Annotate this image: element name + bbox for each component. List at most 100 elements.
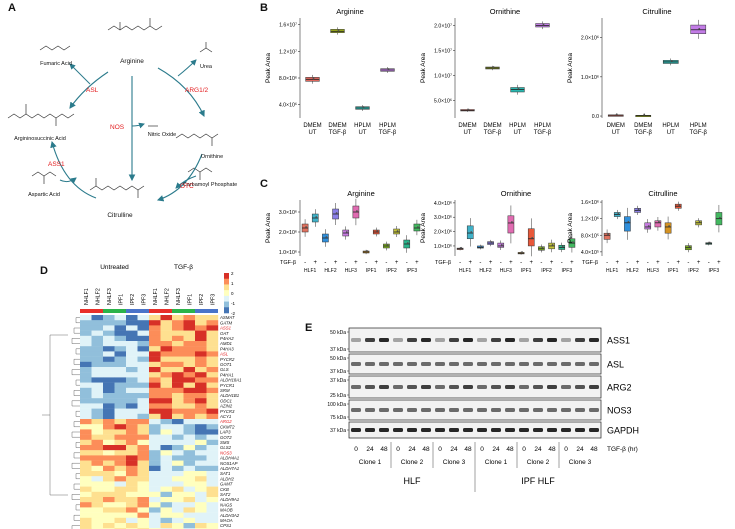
group-label: HLF3: [500, 268, 512, 274]
heatmap-cell: [103, 481, 115, 487]
protein-label: ARG2: [607, 383, 632, 393]
protein-band: [463, 428, 473, 432]
legend-swatch: [224, 290, 229, 297]
column-label: IPF3: [141, 294, 147, 305]
protein-band: [449, 338, 459, 342]
heatmap-cell: [172, 403, 184, 409]
column-label: IPF2: [130, 294, 136, 305]
heatmap-cell: [103, 320, 115, 326]
heatmap-cell: [160, 450, 173, 456]
data-point: [615, 113, 618, 116]
gene-label: PYCR3: [220, 409, 235, 414]
dendrogram-branch: [73, 327, 80, 334]
western-blot: 50 kDa 37 kDa ASS1 50 kDa 37 kDa ASL 37 kDa 25 …: [327, 327, 639, 492]
y-tick-label: 2.0×10⁶: [434, 230, 452, 236]
heatmap-cell: [126, 346, 138, 352]
heatmap-cell: [206, 507, 219, 513]
heatmap-cell: [172, 455, 184, 461]
data-point: [541, 246, 544, 249]
heatmap-cell: [91, 497, 104, 503]
column-group-bar: [103, 309, 115, 313]
heatmap-cell: [160, 335, 173, 342]
protein-band: [365, 362, 375, 366]
heatmap-cell: [160, 361, 173, 368]
heatmap-cell: [91, 419, 104, 425]
group-hlf: HLF: [403, 476, 421, 486]
group-label: IPF1: [366, 268, 377, 274]
protein-band: [533, 408, 543, 412]
heatmap-cell: [80, 341, 92, 347]
box: [497, 242, 505, 248]
heatmap-cell: [195, 356, 207, 362]
column-label: NHLF1: [153, 288, 159, 305]
legend-tick: -2: [231, 311, 235, 316]
heatmap-cell: [172, 460, 184, 466]
protein-band: [477, 385, 487, 389]
heatmap-cell: [160, 429, 173, 435]
heatmap-cell: [172, 465, 184, 472]
y-axis-label: Peak Area: [420, 53, 427, 83]
x-tick-label: HPLM: [534, 123, 551, 129]
protein-band: [379, 385, 389, 389]
heatmap-cell: [183, 382, 196, 388]
gene-label: GLS2: [220, 445, 232, 450]
heatmap-cell: [137, 471, 150, 477]
heatmap-cell: [103, 471, 115, 477]
clone-label: Clone 2: [401, 459, 424, 466]
heatmap-cell: [80, 351, 92, 357]
heatmap-cell: [80, 465, 92, 472]
heatmap-cell: [126, 341, 138, 347]
heatmap-cell: [137, 486, 150, 492]
heatmap-cell: [183, 517, 196, 524]
heatmap-cell: [149, 439, 161, 446]
panel-letter-b: B: [260, 2, 268, 14]
heatmap-cell: [172, 512, 184, 518]
heatmap-cell: [160, 372, 173, 378]
timepoint-label: 24: [408, 446, 416, 453]
treatment-mark: +: [509, 260, 513, 266]
heatmap-cell: [103, 476, 115, 482]
heatmap-cell: [183, 502, 196, 508]
heatmap-cell: [114, 387, 127, 394]
heatmap-cell: [103, 465, 115, 472]
heatmap-cell: [114, 377, 127, 383]
protein-band: [379, 362, 389, 366]
gene-label: ALDH3A2: [219, 513, 240, 518]
treatment-mark: -: [479, 260, 481, 266]
gene-label: SAT2: [220, 492, 231, 497]
protein-band: [561, 428, 571, 432]
heatmap-cell: [137, 361, 150, 368]
x-tick-label: TGF-β: [635, 130, 653, 136]
gene-label: CKMT2: [220, 424, 235, 429]
group-label: IPF2: [386, 268, 397, 274]
heatmap-cell: [91, 356, 104, 362]
heatmap-cell: [126, 429, 138, 435]
heatmap-cell: [80, 445, 92, 451]
y-tick-label: 3.0×10⁶: [279, 210, 297, 216]
data-point: [305, 226, 307, 228]
protein-band: [561, 385, 571, 389]
protein-band: [589, 338, 599, 342]
heatmap-cell: [137, 507, 150, 513]
heatmap-cell: [114, 512, 127, 518]
heatmap-cell: [91, 502, 104, 508]
y-tick-label: 8.0×10⁵: [581, 233, 599, 239]
heatmap-cell: [114, 523, 127, 529]
protein-band: [393, 385, 403, 389]
dendrogram-branch: [75, 411, 80, 417]
heatmap-cell: [114, 434, 127, 440]
heatmap-cell: [137, 424, 150, 430]
column-group-bar: [206, 309, 218, 313]
heatmap-cell: [206, 517, 219, 524]
y-tick-label: 1.0×10⁶: [581, 75, 599, 81]
fumarate-arrow: [69, 63, 91, 85]
heatmap-cell: [195, 325, 207, 331]
group-label: HLF3: [345, 268, 357, 274]
timepoint-label: 48: [464, 446, 472, 453]
box: [644, 222, 652, 230]
heatmap-cell: [195, 382, 207, 388]
heatmap-cell: [149, 419, 161, 425]
heatmap-cell: [172, 439, 184, 446]
heatmap-cell: [183, 320, 196, 326]
heatmap-cell: [172, 320, 184, 326]
